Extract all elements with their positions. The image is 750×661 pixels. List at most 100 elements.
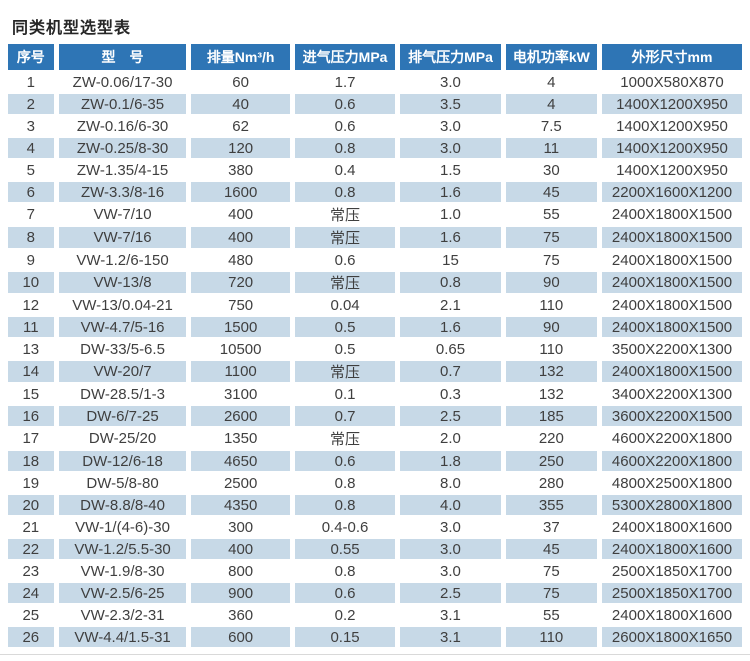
table-cell: 0.6 <box>294 250 396 270</box>
table-cell: 6 <box>8 182 54 202</box>
table-cell: 400 <box>191 204 290 225</box>
bottom-divider <box>0 654 750 655</box>
table-cell: 9 <box>8 250 54 270</box>
table-cell: DW-25/20 <box>58 428 187 449</box>
table-row: 8 VW-7/16 400 常压 1.6 75 2400X1800X1500 <box>8 227 742 248</box>
table-cell: 1000X580X870 <box>601 72 742 92</box>
table-cell: 2.1 <box>400 295 501 315</box>
table-cell: ZW-0.16/6-30 <box>58 116 187 136</box>
table-cell: 0.8 <box>294 473 396 493</box>
table-cell: 55 <box>505 204 597 225</box>
table-cell: 2.0 <box>400 428 501 449</box>
table-cell: 355 <box>505 495 597 515</box>
table-row: 20 DW-8.8/8-40 4350 0.8 4.0 355 5300X2800X1800 <box>8 495 742 515</box>
table-cell: 75 <box>505 561 597 581</box>
table-cell: 2400X1800X1500 <box>601 295 742 315</box>
table-cell: 30 <box>505 160 597 180</box>
table-cell: 20 <box>8 495 54 515</box>
table-cell: 3 <box>8 116 54 136</box>
table-cell: 7 <box>8 204 54 225</box>
table-cell: 12 <box>8 295 54 315</box>
table-cell: DW-12/6-18 <box>58 451 187 471</box>
table-cell: VW-1.9/8-30 <box>58 561 187 581</box>
table-cell: 1400X1200X950 <box>601 116 742 136</box>
table-cell: 0.55 <box>294 539 396 559</box>
table-cell: 132 <box>505 384 597 404</box>
table-cell: VW-13/0.04-21 <box>58 295 187 315</box>
table-cell: 185 <box>505 406 597 426</box>
table-cell: 4.0 <box>400 495 501 515</box>
table-cell: 1.7 <box>294 72 396 92</box>
table-cell: 2600X1800X1650 <box>601 627 742 647</box>
table-cell: VW-2.5/6-25 <box>58 583 187 603</box>
table-cell: 110 <box>505 627 597 647</box>
table-cell: 14 <box>8 361 54 382</box>
table-row: 24 VW-2.5/6-25 900 0.6 2.5 75 2500X1850X1700 <box>8 583 742 603</box>
table-cell: 8.0 <box>400 473 501 493</box>
table-cell: 2 <box>8 94 54 114</box>
table-cell: 2400X1800X1600 <box>601 539 742 559</box>
column-header: 外形尺寸mm <box>601 44 742 70</box>
table-cell: 2500X1850X1700 <box>601 561 742 581</box>
table-cell: 4 <box>505 94 597 114</box>
table-cell: 3600X2200X1500 <box>601 406 742 426</box>
table-cell: 常压 <box>294 428 396 449</box>
table-row: 5 ZW-1.35/4-15 380 0.4 1.5 30 1400X1200X950 <box>8 160 742 180</box>
table-cell: 75 <box>505 250 597 270</box>
table-cell: 380 <box>191 160 290 180</box>
table-cell: 2400X1800X1500 <box>601 272 742 293</box>
table-cell: 750 <box>191 295 290 315</box>
table-cell: 21 <box>8 517 54 537</box>
table-row: 3 ZW-0.16/6-30 62 0.6 3.0 7.5 1400X1200X950 <box>8 116 742 136</box>
table-row: 7 VW-7/10 400 常压 1.0 55 2400X1800X1500 <box>8 204 742 225</box>
table-cell: 26 <box>8 627 54 647</box>
table-cell: VW-7/16 <box>58 227 187 248</box>
table-row: 10 VW-13/8 720 常压 0.8 90 2400X1800X1500 <box>8 272 742 293</box>
table-cell: 90 <box>505 317 597 337</box>
table-cell: 1 <box>8 72 54 92</box>
table-cell: 62 <box>191 116 290 136</box>
table-cell: 0.8 <box>294 495 396 515</box>
table-cell: 1.6 <box>400 227 501 248</box>
table-cell: 4600X2200X1800 <box>601 428 742 449</box>
table-cell: VW-1/(4-6)-30 <box>58 517 187 537</box>
table-cell: 0.8 <box>400 272 501 293</box>
table-cell: DW-28.5/1-3 <box>58 384 187 404</box>
table-cell: 24 <box>8 583 54 603</box>
table-cell: 0.6 <box>294 116 396 136</box>
table-cell: 常压 <box>294 204 396 225</box>
table-cell: 1600 <box>191 182 290 202</box>
table-cell: 17 <box>8 428 54 449</box>
table-cell: 常压 <box>294 272 396 293</box>
table-row: 4 ZW-0.25/8-30 120 0.8 3.0 11 1400X1200X950 <box>8 138 742 158</box>
table-cell: 55 <box>505 605 597 625</box>
table-cell: 0.04 <box>294 295 396 315</box>
table-cell: 10500 <box>191 339 290 359</box>
table-cell: 3.1 <box>400 605 501 625</box>
table-cell: DW-6/7-25 <box>58 406 187 426</box>
table-cell: 3.0 <box>400 138 501 158</box>
table-cell: 300 <box>191 517 290 537</box>
table-cell: 1350 <box>191 428 290 449</box>
table-cell: 4600X2200X1800 <box>601 451 742 471</box>
table-cell: 75 <box>505 583 597 603</box>
table-row: 26 VW-4.4/1.5-31 600 0.15 3.1 110 2600X1800X16… <box>8 627 742 647</box>
table-cell: VW-2.3/2-31 <box>58 605 187 625</box>
table-row: 2 ZW-0.1/6-35 40 0.6 3.5 4 1400X1200X950 <box>8 94 742 114</box>
table-cell: 2500 <box>191 473 290 493</box>
table-cell: DW-5/8-80 <box>58 473 187 493</box>
table-cell: 45 <box>505 182 597 202</box>
table-cell: ZW-0.25/8-30 <box>58 138 187 158</box>
table-cell: 4 <box>505 72 597 92</box>
table-cell: 1.5 <box>400 160 501 180</box>
table-cell: 600 <box>191 627 290 647</box>
table-row: 22 VW-1.2/5.5-30 400 0.55 3.0 45 2400X1800X160… <box>8 539 742 559</box>
column-header: 型 号 <box>58 44 187 70</box>
column-header: 电机功率kW <box>505 44 597 70</box>
table-cell: VW-20/7 <box>58 361 187 382</box>
table-cell: 800 <box>191 561 290 581</box>
table-cell: 0.6 <box>294 94 396 114</box>
table-cell: 10 <box>8 272 54 293</box>
table-cell: 4800X2500X1800 <box>601 473 742 493</box>
